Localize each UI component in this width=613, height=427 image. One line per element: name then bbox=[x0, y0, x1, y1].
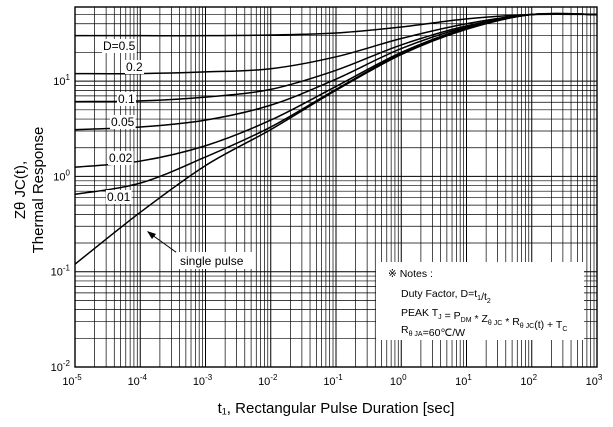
x-tick-label: 10-3 bbox=[193, 373, 213, 388]
series-label-005: 0.05 bbox=[111, 115, 135, 129]
series-label-d05: D=0.5 bbox=[103, 39, 136, 53]
annotation-single-pulse: single pulse bbox=[180, 254, 244, 268]
x-tick-labels: 10-5 10-4 10-3 10-2 10-1 100 101 102 103 bbox=[62, 373, 603, 388]
notes-line-1: Duty Factor, D=t1/t2 bbox=[401, 288, 491, 305]
x-tick-label: 102 bbox=[520, 373, 537, 388]
x-tick-label: 100 bbox=[390, 373, 407, 388]
series-label-bg bbox=[102, 39, 137, 53]
notes-line-2: PEAK TJ = PDM * Zθ JC * Rθ JC(t) + TC bbox=[401, 307, 567, 333]
y-tick-labels: 10-2 10-1 100 101 bbox=[51, 73, 71, 374]
x-tick-label: 10-4 bbox=[128, 373, 148, 388]
notes-header: ※ Notes : bbox=[388, 268, 433, 280]
x-tick-label: 10-5 bbox=[62, 373, 82, 388]
y-axis-label-line1: Zθ JC(t), bbox=[12, 161, 29, 219]
grid bbox=[74, 6, 597, 368]
series-label-01: 0.1 bbox=[118, 92, 135, 106]
plot-frame bbox=[74, 6, 598, 368]
y-tick-label: 10-1 bbox=[51, 264, 71, 279]
notes-line-3: Rθ JA=60℃/W bbox=[401, 324, 465, 339]
y-tick-label: 100 bbox=[53, 168, 70, 183]
y-axis-label-line2: Thermal Response bbox=[30, 127, 47, 254]
x-tick-label: 10-2 bbox=[258, 373, 278, 388]
series-label-bg bbox=[110, 115, 136, 129]
series-label-bg bbox=[125, 60, 145, 74]
series-line-d-0-5 bbox=[75, 13, 598, 37]
series-label-02: 0.2 bbox=[126, 60, 143, 74]
y-tick-label: 101 bbox=[53, 73, 70, 88]
series-label-bg bbox=[108, 151, 134, 165]
notes-box: ※ Notes : Duty Factor, D=t1/t2 PEAK TJ =… bbox=[376, 262, 584, 340]
series-label-001: 0.01 bbox=[107, 190, 131, 204]
series-label-bg bbox=[117, 92, 137, 106]
x-tick-label: 101 bbox=[455, 373, 472, 388]
series-line-single-pulse bbox=[74, 12, 598, 265]
annotation-bg bbox=[176, 252, 252, 269]
series-label-bg bbox=[106, 190, 132, 204]
series-label-002: 0.02 bbox=[109, 151, 133, 165]
y-tick-label: 10-2 bbox=[51, 359, 71, 374]
x-tick-label: 10-1 bbox=[323, 373, 343, 388]
x-tick-label: 103 bbox=[586, 373, 603, 388]
notes-bg bbox=[376, 262, 584, 340]
annotation-arrowhead bbox=[147, 231, 156, 239]
x-axis-label: t₁, Rectangular Pulse Duration [sec] bbox=[218, 400, 455, 417]
curves bbox=[74, 12, 598, 265]
